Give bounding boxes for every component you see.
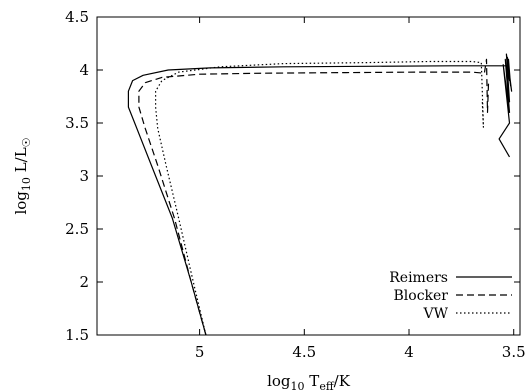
- ticks: 1.5 2 2.5 3 3.5 4 4.5 5 4.5 4 3.5: [65, 8, 526, 361]
- x-tick-label: 3.5: [502, 343, 526, 361]
- axis-label-sub2: ☉: [20, 137, 33, 147]
- series-vw-line: [155, 60, 484, 336]
- x-axis-label: log10 Teff/K: [267, 372, 351, 391]
- y-axis-label: log10 L/L☉: [12, 137, 33, 214]
- legend: Reimers Blocker VW: [389, 270, 512, 322]
- axis-label-base: log: [267, 372, 291, 390]
- axis-label-base: log: [12, 191, 30, 215]
- legend-label-reimers: Reimers: [389, 270, 448, 286]
- axis-label-rest: /K: [334, 372, 351, 390]
- y-tick-label: 2: [79, 273, 89, 291]
- y-tick-label: 2.5: [65, 220, 89, 238]
- axis-label-mid: T: [305, 372, 320, 390]
- x-tick-label: 4.5: [292, 343, 316, 361]
- legend-label-blocker: Blocker: [394, 288, 449, 304]
- plot-frame: [96, 16, 521, 336]
- y-tick-label: 3.5: [65, 114, 89, 132]
- y-tick-label: 3: [79, 167, 89, 185]
- y-tick-label: 4.5: [65, 8, 89, 26]
- x-tick-label: 5: [195, 343, 205, 361]
- series-reimers-line: [127, 53, 513, 336]
- y-tick-label: 4: [79, 61, 89, 79]
- axis-label-sub2: eff: [319, 380, 335, 391]
- legend-label-vw: VW: [423, 306, 449, 322]
- series-blocker-line: [138, 58, 490, 336]
- series-layer: [127, 53, 513, 336]
- y-tick-label: 1.5: [65, 326, 89, 344]
- x-tick-label: 4: [404, 343, 414, 361]
- axis-label-mid: L/L: [12, 147, 30, 177]
- axis-label-sub: 10: [20, 177, 33, 191]
- axis-label-sub: 10: [291, 380, 305, 391]
